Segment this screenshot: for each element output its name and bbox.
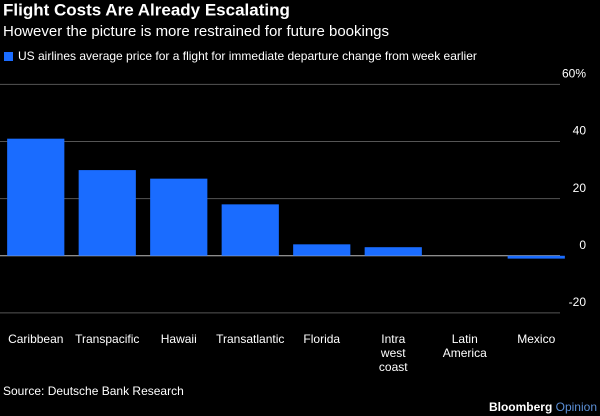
brand: Bloomberg Opinion xyxy=(489,400,597,414)
source: Source: Deutsche Bank Research xyxy=(3,384,184,398)
x-tick-label: Florida xyxy=(303,332,341,346)
y-tick-label: 60% xyxy=(562,67,586,81)
x-tick-label: Caribbean xyxy=(8,332,64,346)
chart-title: Flight Costs Are Already Escalating xyxy=(3,0,290,19)
y-tick-label: -20 xyxy=(569,295,587,309)
bar xyxy=(221,204,279,256)
bar xyxy=(364,247,422,256)
x-tick-label: Hawaii xyxy=(160,332,197,346)
x-tick-label: Latin America xyxy=(442,332,487,360)
x-tick-label: Transatlantic xyxy=(216,332,285,346)
legend-swatch xyxy=(4,52,13,61)
bar xyxy=(7,138,65,256)
bar xyxy=(150,178,208,256)
brand-name: Bloomberg xyxy=(489,400,552,414)
y-tick-label: 0 xyxy=(579,238,586,252)
chart-subtitle: However the picture is more restrained f… xyxy=(3,23,389,40)
bar xyxy=(293,244,351,256)
x-tick-label: Intra west coast xyxy=(378,332,408,374)
x-tick-label: Transpacific xyxy=(75,332,140,346)
bar xyxy=(507,255,565,259)
x-tick-label: Mexico xyxy=(517,332,556,346)
brand-section: Opinion xyxy=(556,400,597,414)
legend-label: US airlines average price for a flight f… xyxy=(18,49,477,63)
y-tick-label: 20 xyxy=(573,181,587,195)
bar xyxy=(78,170,136,256)
y-tick-label: 40 xyxy=(573,124,587,138)
